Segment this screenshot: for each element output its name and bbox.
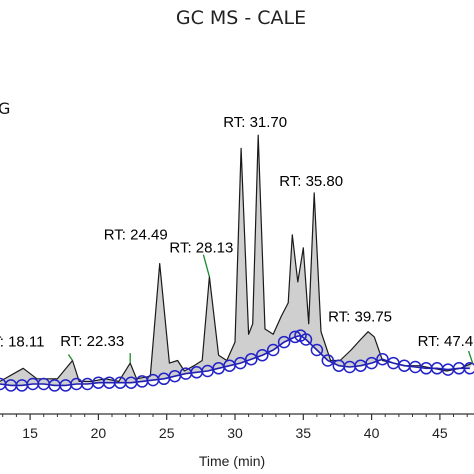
baseline-marker — [245, 352, 258, 366]
baseline-line — [0, 334, 470, 387]
peak-label: RT: 28.13 — [169, 240, 233, 257]
x-axis-ticks: 15 20 25 30 35 40 45 — [2, 414, 468, 441]
baseline-marker — [277, 335, 291, 349]
baseline-marker — [266, 343, 280, 357]
baseline-marker — [463, 362, 474, 375]
x-tick-label: 25 — [159, 425, 175, 441]
peak-area-fill — [0, 135, 473, 386]
x-tick-label: 45 — [432, 425, 448, 441]
baseline-layer — [0, 329, 474, 392]
peak-label: RT: 31.70 — [223, 114, 287, 131]
baseline-marker — [256, 348, 269, 362]
peak-label: RT: 35.80 — [279, 173, 343, 190]
x-tick-label: 20 — [91, 425, 107, 441]
peak-label: RT: 24.49 — [104, 227, 168, 244]
peak-leader-line — [202, 254, 211, 277]
baseline-marker — [321, 354, 335, 367]
x-axis-label: Time (min) — [199, 453, 265, 469]
peak-leader-line — [67, 354, 74, 361]
chart-title: GC MS - CALE — [176, 7, 306, 29]
peak-leader-line — [467, 350, 474, 364]
baseline-marker — [365, 356, 378, 370]
baseline-marker — [234, 356, 247, 370]
x-tick-label: 15 — [22, 425, 38, 441]
peak-label: RT: 39.75 — [328, 309, 392, 326]
chromatogram-trace — [0, 134, 473, 382]
baseline-marker — [299, 333, 313, 346]
peak-label: RT: 47.4 — [418, 333, 474, 350]
panel-label: G — [0, 99, 10, 118]
trace-layer — [0, 134, 473, 386]
x-tick-label: 30 — [227, 425, 243, 441]
peak-label: RT: 22.33 — [60, 333, 124, 350]
x-tick-label: 35 — [296, 425, 312, 441]
baseline-marker — [376, 352, 389, 366]
x-tick-label: 40 — [364, 425, 380, 441]
baseline-marker — [310, 343, 324, 357]
peak-label: RT: 18.11 — [0, 334, 45, 351]
